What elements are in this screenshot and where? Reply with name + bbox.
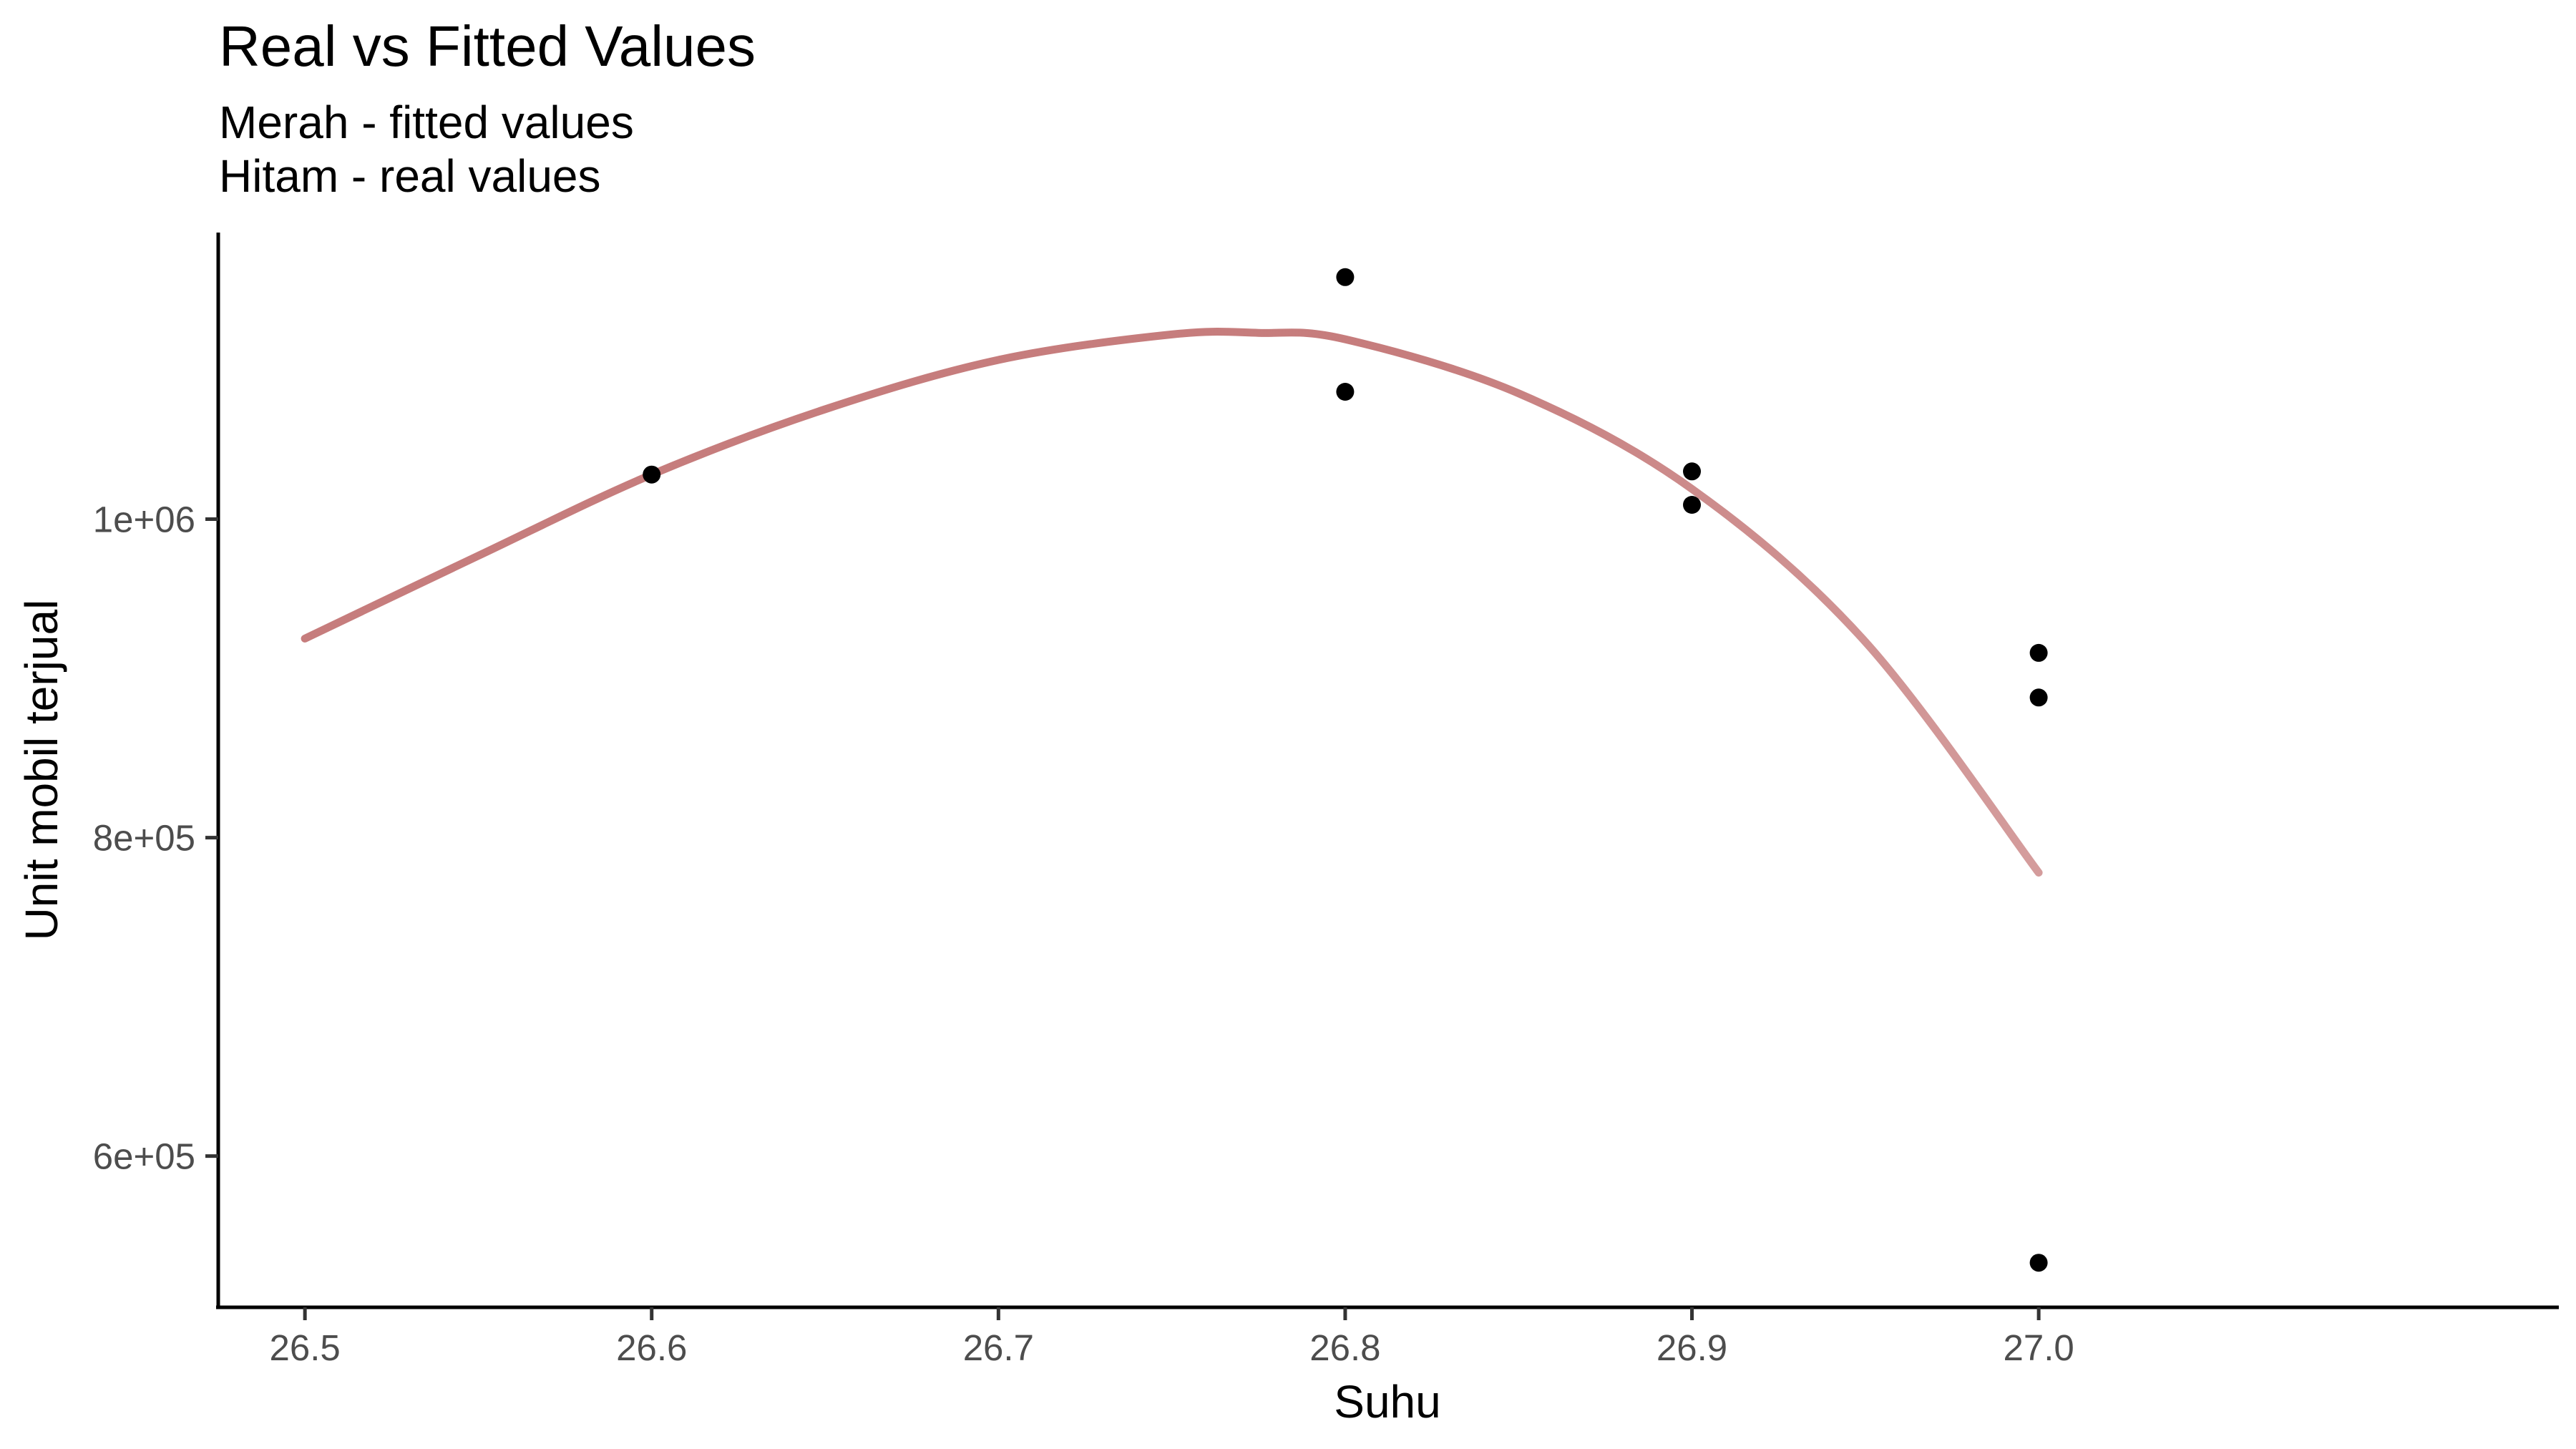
real-value-point bbox=[2029, 643, 2048, 662]
y-tick-label: 6e+05 bbox=[93, 1136, 195, 1177]
real-value-point bbox=[1336, 383, 1355, 401]
real-value-point bbox=[1683, 496, 1701, 514]
x-tick-label: 26.8 bbox=[1309, 1327, 1380, 1368]
x-tick-label: 26.7 bbox=[963, 1327, 1034, 1368]
x-tick-label: 27.0 bbox=[2003, 1327, 2074, 1368]
x-axis-ticks: 26.5 26.6 26.7 26.8 26.9 27.0 bbox=[270, 1307, 2074, 1368]
real-value-point bbox=[643, 465, 661, 484]
fitted-values-line bbox=[301, 328, 2043, 877]
real-value-point bbox=[2029, 688, 2048, 707]
fitted-line-layer bbox=[301, 328, 2043, 877]
real-value-point bbox=[2029, 1254, 2048, 1272]
real-value-point bbox=[1683, 462, 1701, 481]
y-axis-title: Unit mobil terjual bbox=[16, 600, 67, 941]
x-tick-label: 26.9 bbox=[1657, 1327, 1727, 1368]
real-points-layer bbox=[643, 268, 2048, 1272]
x-tick-label: 26.5 bbox=[270, 1327, 341, 1368]
chart-subtitle-line-2: Hitam - real values bbox=[219, 150, 601, 202]
x-tick-label: 26.6 bbox=[616, 1327, 687, 1368]
chart-subtitle-line-1: Merah - fitted values bbox=[219, 97, 634, 148]
y-tick-label: 8e+05 bbox=[93, 818, 195, 859]
y-tick-label: 1e+06 bbox=[93, 499, 195, 540]
y-axis-ticks: 6e+05 8e+05 1e+06 bbox=[93, 499, 218, 1177]
x-axis-title: Suhu bbox=[1334, 1376, 1440, 1428]
real-value-point bbox=[1336, 268, 1355, 286]
chart-title: Real vs Fitted Values bbox=[219, 14, 756, 78]
